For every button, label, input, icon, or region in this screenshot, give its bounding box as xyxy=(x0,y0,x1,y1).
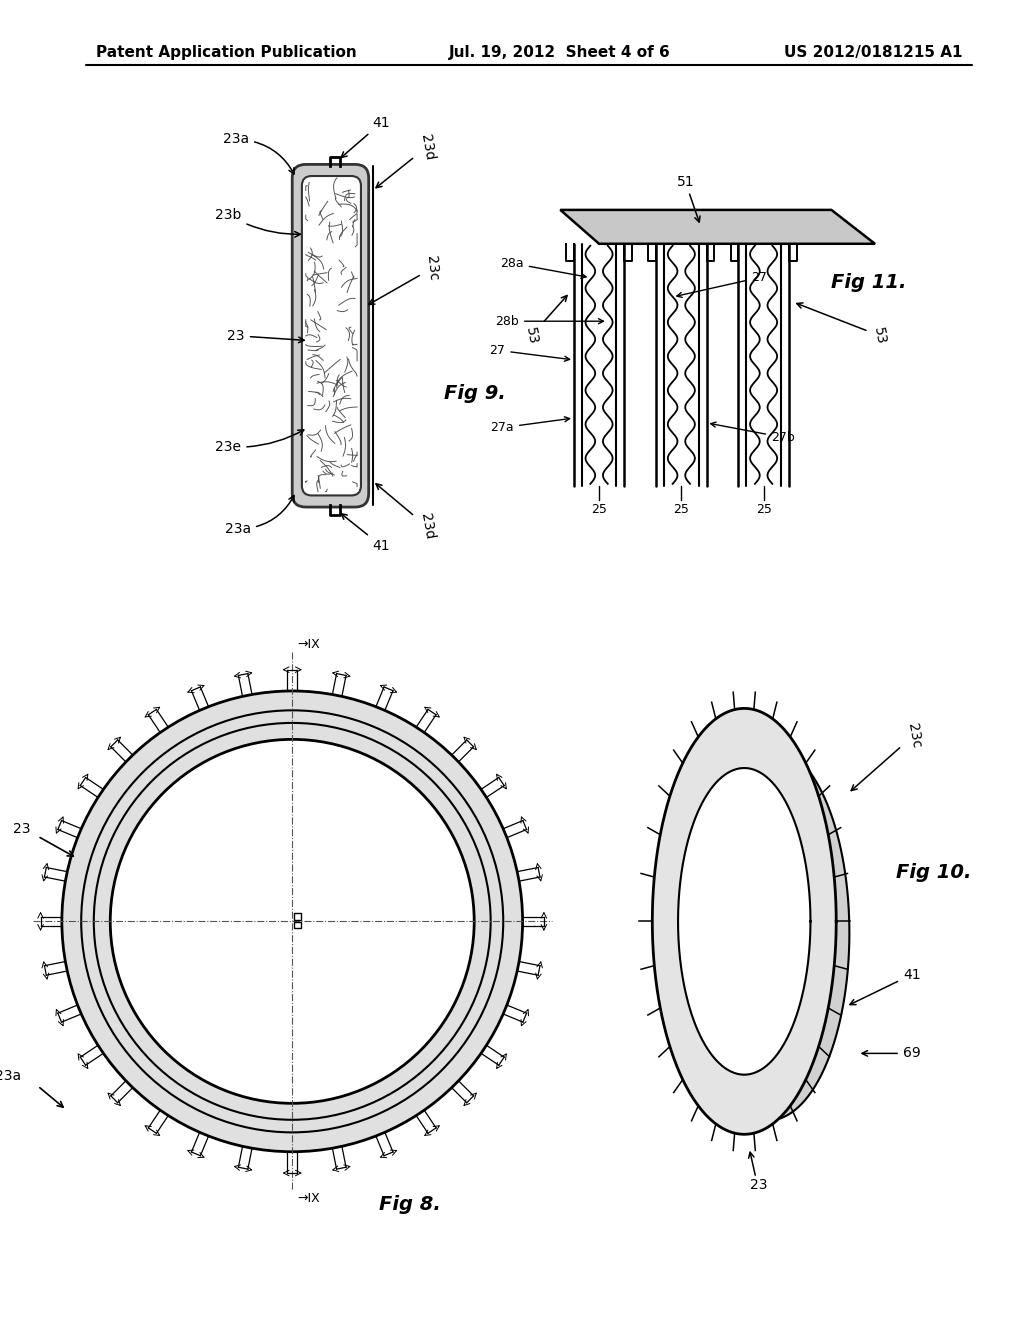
Text: 23a: 23a xyxy=(225,495,294,536)
Text: 23a: 23a xyxy=(0,1069,22,1084)
Text: →IX: →IX xyxy=(297,1192,319,1205)
Text: Patent Application Publication: Patent Application Publication xyxy=(95,45,356,59)
Text: Jul. 19, 2012  Sheet 4 of 6: Jul. 19, 2012 Sheet 4 of 6 xyxy=(450,45,671,59)
Text: 23a: 23a xyxy=(223,132,294,174)
Text: 25: 25 xyxy=(674,503,689,516)
Text: Fig 9.: Fig 9. xyxy=(444,384,506,404)
Text: 23: 23 xyxy=(227,329,304,343)
Text: 25: 25 xyxy=(756,503,771,516)
Text: 41: 41 xyxy=(341,513,390,553)
Text: 28a: 28a xyxy=(500,256,586,279)
Text: 23: 23 xyxy=(13,822,31,837)
Bar xyxy=(294,921,301,928)
Text: 69: 69 xyxy=(862,1047,921,1060)
Text: 27: 27 xyxy=(489,343,569,362)
Text: 23c: 23c xyxy=(369,255,440,305)
Bar xyxy=(294,913,301,920)
Text: 53: 53 xyxy=(523,296,567,346)
Polygon shape xyxy=(652,709,837,1134)
Polygon shape xyxy=(61,690,522,1152)
Text: 25: 25 xyxy=(591,503,607,516)
Text: Fig 8.: Fig 8. xyxy=(379,1196,441,1214)
FancyBboxPatch shape xyxy=(302,176,360,495)
Text: →IX: →IX xyxy=(297,638,319,651)
FancyBboxPatch shape xyxy=(292,165,369,507)
Text: 27a: 27a xyxy=(490,417,569,434)
Text: 27: 27 xyxy=(677,271,767,297)
Text: 27b: 27b xyxy=(711,422,795,444)
Text: 23e: 23e xyxy=(215,430,304,454)
Text: 23b: 23b xyxy=(215,207,300,238)
Text: 41: 41 xyxy=(341,116,390,157)
Polygon shape xyxy=(768,746,849,1121)
Text: 23d: 23d xyxy=(376,133,436,187)
Polygon shape xyxy=(560,210,874,244)
Text: Fig 11.: Fig 11. xyxy=(831,273,906,292)
Text: 23c: 23c xyxy=(851,722,923,791)
Text: 51: 51 xyxy=(677,174,700,222)
Text: 53: 53 xyxy=(797,302,888,346)
Text: 28b: 28b xyxy=(496,314,603,327)
Text: 41: 41 xyxy=(850,968,921,1005)
Text: 23: 23 xyxy=(750,1177,768,1192)
Text: US 2012/0181215 A1: US 2012/0181215 A1 xyxy=(783,45,963,59)
Text: Fig 10.: Fig 10. xyxy=(896,863,972,883)
Text: 23d: 23d xyxy=(376,484,436,541)
